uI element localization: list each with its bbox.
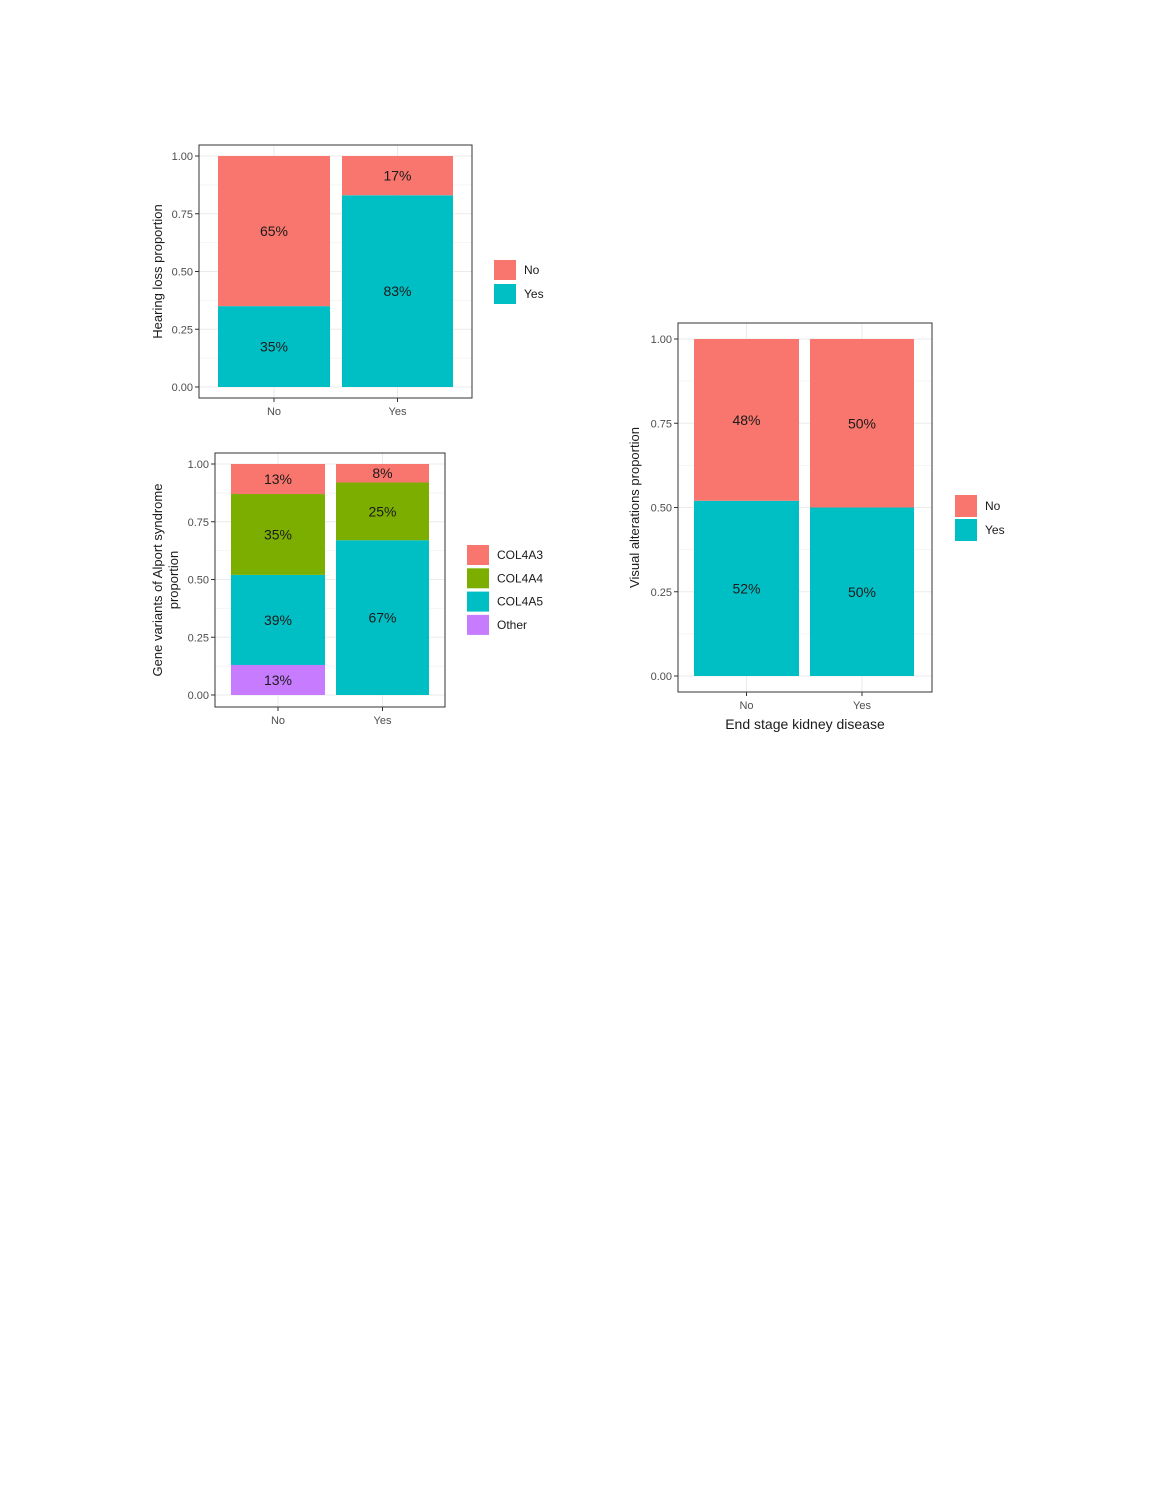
bar-yes-no [694,500,799,676]
x-tick-label: Yes [374,715,392,727]
x-tick-label: Yes [389,406,407,418]
panel-border [214,452,446,708]
y-tick-label: 1.00 [651,334,672,346]
x-tick-label: Yes [853,700,871,712]
data-label: 50% [848,584,876,600]
data-label: 13% [264,471,292,487]
legend-label: Yes [985,523,1005,537]
y-axis-label: Visual alterations proportion [627,427,642,588]
legend-key-no [955,495,977,517]
data-label: 25% [368,503,396,519]
panel-border [198,144,473,399]
bar-col4a4-no [231,494,325,575]
y-tick-label: 0.75 [172,209,193,221]
y-tick-label: 0.50 [172,267,193,279]
legend-label: COL4A5 [497,595,543,609]
data-label: 48% [732,412,760,428]
legend-key-other [467,614,489,635]
data-label: 50% [848,415,876,431]
x-tick-label: No [271,715,285,727]
y-tick-label: 1.00 [172,151,193,163]
bar-yes-no [218,306,330,387]
legend-key-yes [494,284,516,304]
data-label: 13% [264,672,292,688]
bar-col4a3-no [231,464,325,495]
data-label: 65% [260,223,288,239]
bar-no-no [218,156,330,307]
y-tick-label: 0.25 [188,632,209,644]
data-label: 17% [383,168,411,184]
data-label: 83% [383,283,411,299]
y-tick-label: 0.75 [651,418,672,430]
bar-col4a5-yes [336,540,429,695]
legend-label: Other [497,618,527,632]
y-tick-label: 0.00 [172,382,193,394]
x-tick-label: No [739,700,753,712]
bar-other-no [231,664,325,695]
y-tick-label: 1.00 [188,459,209,471]
chart-1: 35% 65% No 83% 17% Yes 0.00 0.25 0.50 0.75 1.00 Hea… [150,144,544,418]
y-tick-label: 0.25 [172,324,193,336]
x-tick-label: No [267,406,281,418]
legend-key-col4a3 [467,545,489,565]
x-axis-label: End stage kidney disease [725,716,885,732]
y-axis-label: Gene variants of Alport syndrome [150,484,165,677]
legend-label: COL4A3 [497,548,543,562]
bar-yes-yes [810,507,914,676]
legend-key-col4a4 [467,568,489,589]
y-axis-label: proportion [166,551,181,610]
data-label: 52% [732,580,760,596]
bar-col4a5-no [231,574,325,665]
bar-yes-yes [342,195,453,387]
data-label: 67% [368,610,396,626]
legend-key-col4a5 [467,591,489,612]
chart-2: 13% 39% 35% 13% No 67% 25% 8% Yes 0.00 0.25 0.50 0.7… [150,452,543,727]
y-tick-label: 0.00 [188,690,209,702]
y-axis-label: Hearing loss proportion [150,204,165,338]
y-tick-label: 0.00 [651,671,672,683]
legend-label: Yes [524,287,544,301]
panel-border [677,322,933,693]
y-tick-label: 0.50 [651,503,672,515]
chart-3: 52% 48% No 50% 50% Yes 0.00 0.25 0.50 0.75 1.00 Vis… [627,322,1005,732]
legend: No Yes [494,260,544,304]
bar-col4a3-yes [336,464,429,483]
legend-label: No [985,499,1001,513]
bar-no-yes [342,156,453,196]
y-tick-label: 0.75 [188,517,209,529]
legend-label: COL4A4 [497,571,543,585]
legend-key-no [494,260,516,280]
legend: No Yes [955,495,1005,541]
data-label: 8% [372,465,392,481]
bar-col4a4-yes [336,482,429,541]
legend-key-yes [955,519,977,541]
y-tick-label: 0.50 [188,575,209,587]
data-label: 35% [260,339,288,355]
bar-no-no [694,339,799,501]
legend-label: No [524,263,540,277]
data-label: 39% [264,612,292,628]
bar-no-yes [810,339,914,508]
data-label: 35% [264,526,292,542]
y-tick-label: 0.25 [651,587,672,599]
legend: COL4A3 COL4A4 COL4A5 Other [467,545,543,635]
